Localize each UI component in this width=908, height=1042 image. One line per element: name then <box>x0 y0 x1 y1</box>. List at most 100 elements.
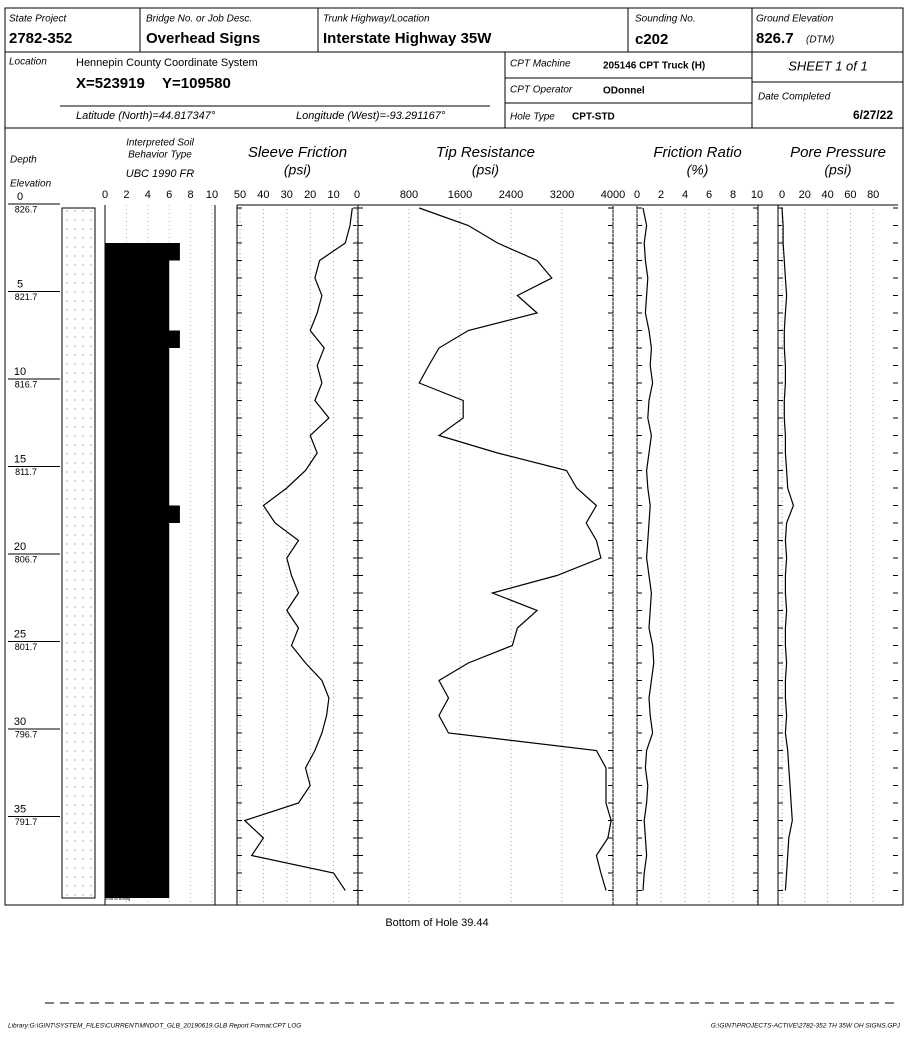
x-tick-label: 2 <box>123 189 129 201</box>
label: State Project <box>9 14 67 25</box>
value: Latitude (North)=44.817347° <box>76 110 216 122</box>
soil-bar <box>105 418 170 436</box>
x-tick-label: 0 <box>354 189 360 201</box>
value: 2782-352 <box>9 30 72 47</box>
soil-bar <box>105 295 170 313</box>
curve <box>781 207 795 891</box>
footer-right: G:\GINT\PROJECTS-ACTIVE\2782-352 TH 35W … <box>711 1023 901 1030</box>
unit: (DTM) <box>806 35 834 46</box>
value: 826.7 <box>756 30 794 47</box>
x-tick-label: 20 <box>799 189 811 201</box>
soil-bar <box>105 278 170 296</box>
bottom-note: Bottom of Hole 39.44 <box>385 917 488 929</box>
soil-bar <box>105 610 170 628</box>
depth-tick-label: 15 <box>14 453 26 465</box>
depth-tick-label: 20 <box>14 541 26 553</box>
soil-bar <box>105 890 170 898</box>
soil-bar <box>105 348 170 366</box>
soil-bar <box>105 698 170 716</box>
soil-bar <box>105 628 170 646</box>
soil-bar <box>105 260 170 278</box>
x-tick-label: 30 <box>281 189 293 201</box>
value: CPT-STD <box>572 112 615 123</box>
x-tick-label: 0 <box>779 189 785 201</box>
x-tick-label: 6 <box>166 189 172 201</box>
x-tick-label: 0 <box>634 189 640 201</box>
soil-bar <box>105 330 180 348</box>
soil-bar <box>105 715 170 733</box>
column-title: Pore Pressure <box>790 144 886 161</box>
soil-bar <box>105 488 170 506</box>
column-subtitle: UBC 1990 FR <box>126 168 195 180</box>
x-tick-label: 50 <box>234 189 246 201</box>
x-tick-label: 60 <box>844 189 856 201</box>
soil-bar <box>105 470 170 488</box>
x-tick-label: 4000 <box>601 189 625 201</box>
column-unit: (psi) <box>824 162 851 178</box>
x-tick-label: 10 <box>327 189 339 201</box>
depth-tick-label: 0 <box>17 191 23 203</box>
column-title: Tip Resistance <box>436 144 535 161</box>
soil-bar <box>105 733 170 751</box>
label: Sounding No. <box>635 14 696 25</box>
end-label: End of Boring <box>106 896 130 901</box>
x-tick-label: 4 <box>682 189 688 201</box>
column-unit: (psi) <box>472 162 499 178</box>
soil-bar <box>105 505 180 523</box>
soil-bar <box>105 768 170 786</box>
column-title: Friction Ratio <box>653 144 741 161</box>
elevation-tick-label: 791.7 <box>15 817 38 827</box>
curve <box>418 207 612 891</box>
x-tick-label: 20 <box>304 189 316 201</box>
header: State Project 2782-352 Bridge No. or Job… <box>9 14 893 123</box>
elevation-tick-label: 796.7 <box>15 729 38 739</box>
column-unit: (%) <box>687 162 709 178</box>
soil-bar <box>105 820 170 838</box>
soil-bar <box>105 645 170 663</box>
value: Longitude (West)=-93.291167° <box>296 110 446 122</box>
x-tick-label: 3200 <box>550 189 574 201</box>
x-tick-label: 8 <box>730 189 736 201</box>
x-tick-label: 2 <box>658 189 664 201</box>
x-tick-label: 6 <box>706 189 712 201</box>
value: 205146 CPT Truck (H) <box>603 61 705 72</box>
x-tick-label: 800 <box>400 189 418 201</box>
value: Y=109580 <box>162 75 231 92</box>
label: CPT Operator <box>510 85 573 96</box>
elevation-tick-label: 821.7 <box>15 292 38 302</box>
soil-bar <box>105 593 170 611</box>
value: c202 <box>635 31 668 48</box>
elevation-tick-label: 806.7 <box>15 554 38 564</box>
label: Ground Elevation <box>756 14 834 25</box>
label: Location <box>9 57 47 68</box>
x-tick-label: 40 <box>257 189 269 201</box>
depth-tick-label: 5 <box>17 278 23 290</box>
label: Date Completed <box>758 92 831 103</box>
column-title: Interpreted Soil <box>126 138 195 149</box>
elevation-tick-label: 826.7 <box>15 204 38 214</box>
depth-label: Depth <box>10 155 37 166</box>
soil-bar <box>105 575 170 593</box>
footer-left: Library:G:\GINT\SYSTEM_FILES\CURRENT\MND… <box>8 1023 301 1030</box>
x-tick-label: 4 <box>145 189 151 201</box>
elevation-tick-label: 816.7 <box>15 379 38 389</box>
column-unit: (psi) <box>284 162 311 178</box>
soil-bar <box>105 523 170 541</box>
x-tick-label: 2400 <box>499 189 523 201</box>
curve <box>642 207 655 891</box>
value: Overhead Signs <box>146 30 260 47</box>
curve <box>243 207 353 891</box>
soil-bar <box>105 803 170 821</box>
x-tick-label: 40 <box>821 189 833 201</box>
elevation-label: Elevation <box>10 179 52 190</box>
column-title: Sleeve Friction <box>248 144 347 161</box>
value: ODonnel <box>603 86 645 97</box>
value: X=523919 <box>76 75 145 92</box>
elevation-tick-label: 801.7 <box>15 642 38 652</box>
column-title: Behavior Type <box>128 150 192 161</box>
soil-bar <box>105 435 170 453</box>
soil-bar <box>105 400 170 418</box>
x-tick-label: 10 <box>751 189 763 201</box>
x-tick-label: 80 <box>867 189 879 201</box>
x-tick-label: 8 <box>188 189 194 201</box>
